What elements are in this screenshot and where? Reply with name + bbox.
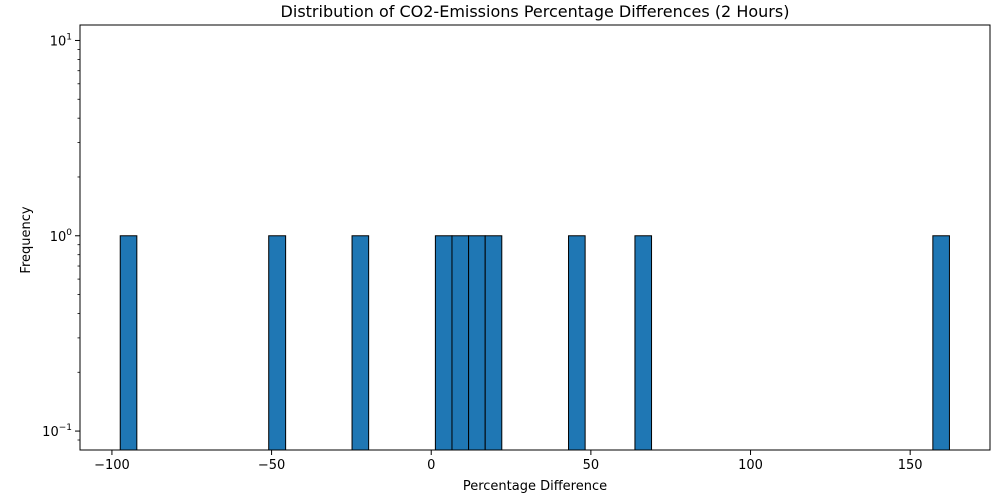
histogram-bar-5 [468,235,486,451]
bars-group [119,235,950,451]
y-axis: 10−1 100 101 [42,32,80,441]
histogram-bar-8 [634,235,653,451]
histogram-bar-2 [351,235,370,451]
y-axis-label: Frequency [19,206,34,273]
x-tick-label-2: 0 [427,458,435,473]
y-tick-label-1: 100 [50,228,73,245]
histogram-bar-0 [119,235,138,451]
x-tick-label-4: 100 [738,458,763,473]
x-tick-label-0: −100 [94,458,130,473]
y-tick-label-0: 10−1 [42,423,72,440]
histogram-bar-3 [434,235,453,451]
histogram-bar-9 [932,235,950,451]
histogram-bar-1 [268,235,287,451]
histogram-bar-6 [484,235,503,451]
x-tick-label-5: 150 [898,458,923,473]
y-tick-label-2: 101 [50,32,72,49]
chart-title: Distribution of CO2-Emissions Percentage… [281,2,790,21]
histogram-bar-7 [568,235,586,451]
plot-frame [79,24,991,451]
x-axis-label: Percentage Difference [463,479,607,494]
x-axis: −100 −50 0 50 100 150 [94,450,923,473]
x-tick-label-3: 50 [583,458,600,473]
histogram-bar-4 [451,235,470,451]
x-tick-label-1: −50 [258,458,285,473]
